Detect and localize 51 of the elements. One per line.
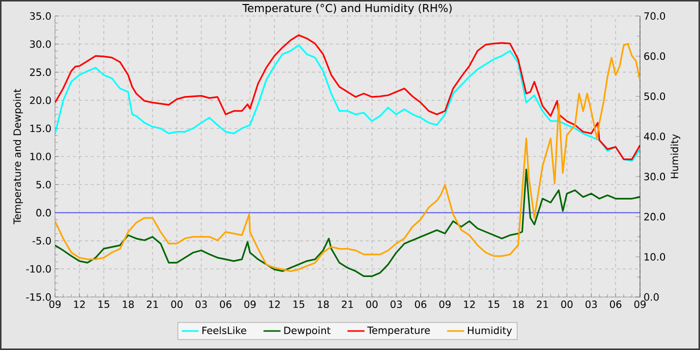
y2-tick-label: 10.0 — [644, 253, 666, 261]
y-tick-label: 20.0 — [30, 96, 51, 104]
y-tick-label: 10.0 — [30, 152, 51, 160]
x-tick-label: 09 — [439, 300, 451, 308]
x-tick-label: 21 — [536, 300, 548, 308]
y-tick-label: 30.0 — [30, 40, 51, 48]
y2-tick-label: 50.0 — [644, 92, 666, 100]
x-tick-label: 00 — [561, 300, 573, 308]
x-tick-label: 03 — [196, 300, 207, 308]
x-tick-label: 12 — [74, 300, 85, 308]
y2-axis-title: Humidity — [670, 134, 680, 178]
y2-tick-label: 30.0 — [644, 172, 666, 180]
x-tick-label: 09 — [634, 300, 646, 308]
y2-tick-label: 0.0 — [644, 293, 659, 301]
y-tick-label: 35.0 — [30, 12, 51, 20]
y2-tick-label: 70.0 — [644, 12, 666, 20]
y2-tick-label: 20.0 — [644, 212, 666, 220]
y-tick-label: -15.0 — [26, 293, 51, 301]
x-tick-label: 03 — [586, 300, 597, 308]
x-tick-label: 03 — [390, 300, 402, 308]
y2-tick-label: 40.0 — [644, 132, 666, 140]
legend-label: Dewpoint — [284, 326, 330, 336]
x-tick-label: 09 — [244, 300, 256, 308]
x-tick-label: 06 — [610, 300, 622, 308]
y-tick-label: 0.0 — [36, 208, 51, 216]
x-tick-label: 15 — [98, 300, 110, 308]
x-tick-label: 12 — [269, 300, 280, 308]
x-tick-label: 18 — [318, 300, 329, 308]
y-tick-label: 15.0 — [30, 124, 51, 132]
x-tick-label: 15 — [294, 300, 304, 308]
x-tick-label: 18 — [512, 300, 524, 308]
x-tick-label: 06 — [414, 300, 426, 308]
y-tick-label: 5.0 — [36, 180, 51, 188]
y-tick-label: 25.0 — [30, 68, 51, 76]
legend-label: FeelsLike — [202, 326, 246, 334]
x-tick-label: 06 — [220, 300, 232, 308]
x-tick-label: 15 — [488, 300, 500, 308]
x-tick-label: 09 — [49, 300, 61, 308]
y-tick-label: -10.0 — [26, 265, 51, 273]
chart-title: Temperature (°C) and Humidity (RH%) — [242, 4, 452, 14]
legend-label: Temperature — [367, 326, 430, 336]
y-tick-label: -5.0 — [32, 237, 51, 245]
x-tick-label: 21 — [342, 300, 353, 308]
legend-label: Humidity — [468, 326, 512, 336]
x-tick-label: 18 — [122, 300, 134, 308]
x-tick-label: 21 — [146, 300, 158, 308]
x-tick-label: 12 — [464, 300, 475, 308]
x-tick-label: 00 — [366, 300, 378, 308]
x-tick-label: 00 — [171, 300, 183, 308]
y-axis-title: Temperature and Dewpoint — [13, 88, 23, 224]
y2-tick-label: 60.0 — [644, 52, 666, 60]
